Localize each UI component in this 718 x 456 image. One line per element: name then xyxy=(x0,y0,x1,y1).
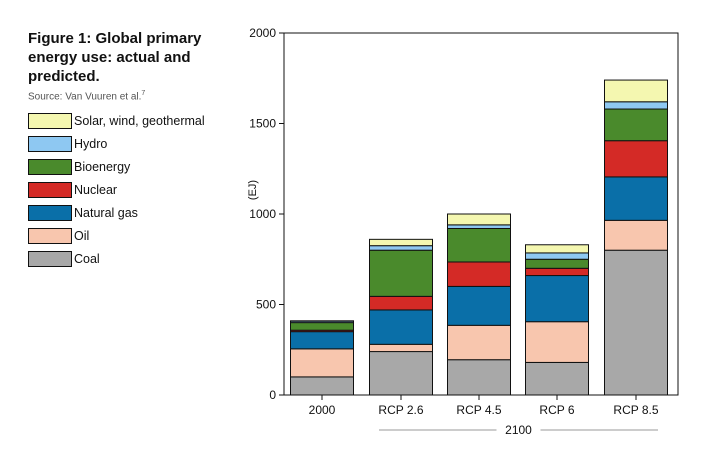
legend-label-bioenergy: Bioenergy xyxy=(74,160,131,174)
bar-segment-rcp-6-hydro xyxy=(525,252,589,260)
bar-segment-rcp-2-6-bioenergy xyxy=(369,249,433,297)
bar-segment-rcp-8-5-natural-gas xyxy=(604,176,668,221)
x-tick-label-2000: 2000 xyxy=(309,403,336,417)
bar-segment-rcp-2-6-hydro xyxy=(369,245,433,251)
legend-swatch-bioenergy xyxy=(28,159,72,175)
legend-swatch-hydro xyxy=(28,136,72,152)
bar-segment-rcp-6-coal xyxy=(525,361,589,396)
x-tick-label-rcp-8-5: RCP 8.5 xyxy=(613,403,658,417)
bar-segment-rcp-2-6-oil xyxy=(369,343,433,353)
bar-segment-rcp-6-bioenergy xyxy=(525,258,589,269)
x-tick-label-rcp-4-5: RCP 4.5 xyxy=(456,403,501,417)
bars-layer xyxy=(290,79,668,396)
bar-segment-rcp-4-5-oil xyxy=(447,324,511,361)
y-tick-label-1500: 1500 xyxy=(249,117,276,131)
axes-layer: 0 500 1000 1500 2000 (EJ) 2000 RCP 2.6 RCP 4.5 RC… xyxy=(247,26,679,437)
y-tick-label-2000: 2000 xyxy=(249,26,276,40)
bar-segment-rcp-8-5-bioenergy xyxy=(604,108,668,142)
legend-label-oil: Oil xyxy=(74,229,90,243)
bar-segment-rcp-4-5-solar-wind-geothermal xyxy=(447,213,511,226)
legend-swatch-natural-gas xyxy=(28,205,72,221)
bar-segment-rcp-6-oil xyxy=(525,321,589,363)
source-note: Source: Van Vuuren et al.7 xyxy=(28,90,145,102)
legend-label-coal: Coal xyxy=(74,252,100,266)
bar-segment-2000-oil xyxy=(290,348,354,378)
bar-segment-rcp-4-5-natural-gas xyxy=(447,285,511,326)
legend-swatch-solar-wind-geothermal xyxy=(28,113,72,129)
bar-segment-rcp-4-5-hydro xyxy=(447,224,511,229)
bar-segment-rcp-8-5-hydro xyxy=(604,101,668,110)
x-tick-label-rcp-6: RCP 6 xyxy=(539,403,574,417)
bar-segment-rcp-6-nuclear xyxy=(525,267,589,277)
bar-segment-rcp-2-6-solar-wind-geothermal xyxy=(369,238,433,247)
bar-segment-rcp-4-5-coal xyxy=(447,359,511,396)
x-tick-label-rcp-2-6: RCP 2.6 xyxy=(378,403,423,417)
legend-label-hydro: Hydro xyxy=(74,137,108,151)
y-tick-label-500: 500 xyxy=(256,298,276,312)
bar-segment-rcp-6-solar-wind-geothermal xyxy=(525,244,589,254)
bar-segment-2000-natural-gas xyxy=(290,331,354,350)
legend-swatch-coal xyxy=(28,251,72,267)
y-tick-label-1000: 1000 xyxy=(249,207,276,221)
bar-segment-rcp-4-5-bioenergy xyxy=(447,227,511,263)
legend-swatch-nuclear xyxy=(28,182,72,198)
source-reference: 7 xyxy=(141,90,146,97)
bar-segment-rcp-2-6-natural-gas xyxy=(369,309,433,345)
y-axis-label: (EJ) xyxy=(247,180,259,200)
legend-label-natural-gas: Natural gas xyxy=(74,206,138,220)
source-text: Source: Van Vuuren et al. xyxy=(28,91,142,103)
bar-segment-rcp-2-6-coal xyxy=(369,351,433,396)
bar-segment-rcp-8-5-coal xyxy=(604,249,668,396)
bar-segment-rcp-2-6-nuclear xyxy=(369,295,433,311)
bar-segment-rcp-8-5-nuclear xyxy=(604,140,668,178)
group-label: 2100 xyxy=(505,423,532,437)
bar-segment-2000-coal xyxy=(290,376,354,396)
bar-segment-2000-bioenergy xyxy=(290,322,354,331)
legend-swatch-oil xyxy=(28,228,72,244)
legend-label-nuclear: Nuclear xyxy=(74,183,118,197)
chart-title: Figure 1: Global primary energy use: act… xyxy=(28,30,202,85)
legend-label-solar-wind-geothermal: Solar, wind, geothermal xyxy=(74,114,205,128)
bar-segment-rcp-8-5-oil xyxy=(604,219,668,251)
bar-segment-rcp-6-natural-gas xyxy=(525,275,589,323)
bar-segment-rcp-8-5-solar-wind-geothermal xyxy=(604,79,668,103)
bar-segment-rcp-4-5-nuclear xyxy=(447,261,511,287)
y-tick-label-0: 0 xyxy=(269,388,276,402)
